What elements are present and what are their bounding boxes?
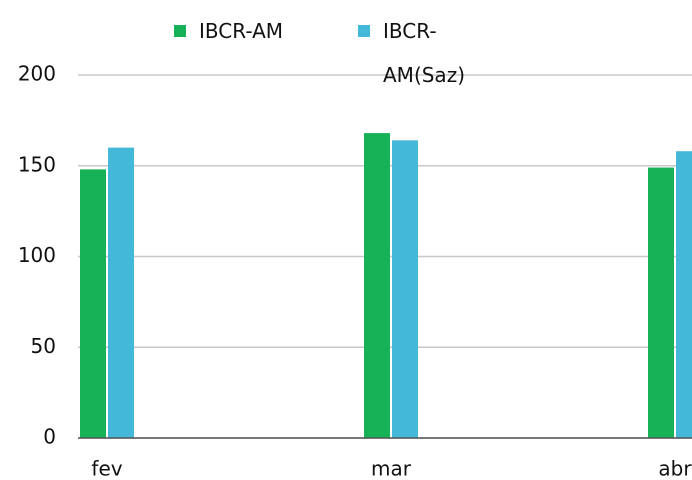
y-tick-label: 50 bbox=[31, 334, 56, 358]
legend-label: IBCR-AM bbox=[199, 19, 284, 43]
bar bbox=[676, 151, 692, 439]
bar bbox=[392, 140, 418, 438]
legend-swatch bbox=[358, 25, 370, 37]
bar bbox=[108, 147, 134, 438]
y-tick-label: 0 bbox=[43, 425, 56, 449]
y-tick-label: 200 bbox=[18, 62, 56, 86]
bar bbox=[364, 133, 390, 438]
legend-label: IBCR-AM(Saz) bbox=[383, 19, 465, 87]
bar bbox=[648, 167, 674, 438]
x-tick-label: fev bbox=[91, 457, 122, 480]
x-tick-label: abr bbox=[658, 457, 692, 480]
bar bbox=[80, 169, 106, 438]
x-tick-label: mar bbox=[371, 457, 412, 480]
legend-swatch bbox=[174, 25, 186, 37]
y-tick-label: 150 bbox=[18, 152, 56, 176]
legend-entry: IBCR-AM(Saz) bbox=[383, 19, 465, 87]
legend-entry: IBCR-AM bbox=[199, 19, 284, 43]
y-tick-label: 100 bbox=[18, 243, 56, 267]
